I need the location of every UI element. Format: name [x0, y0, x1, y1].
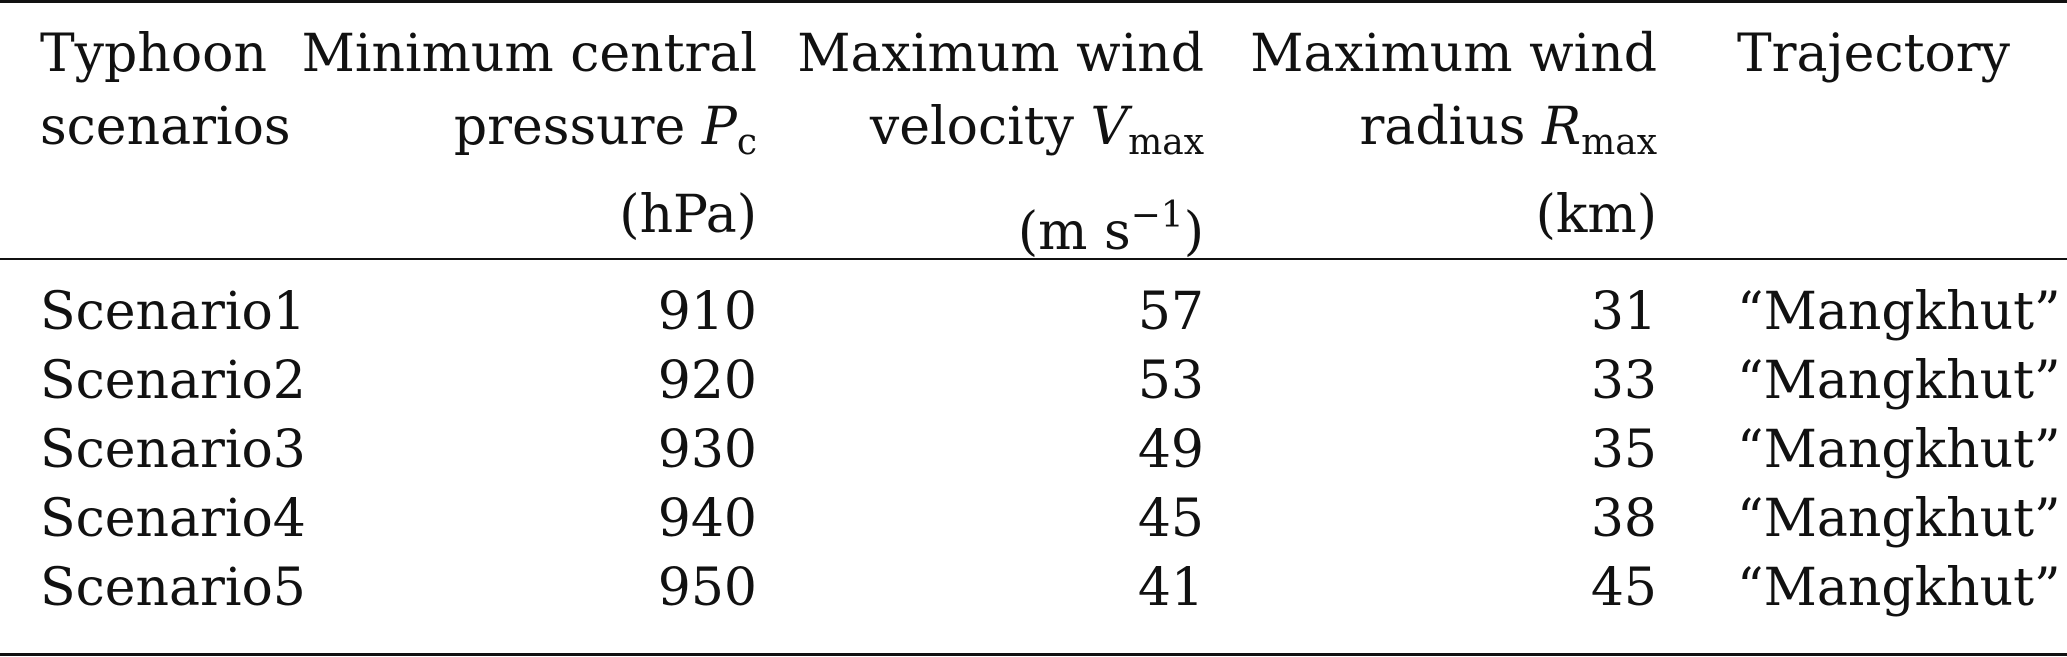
top-rule — [0, 0, 2067, 3]
header-col4-line1: Maximum wind — [1250, 24, 1657, 84]
header-col2-line2: pressure Pc — [302, 91, 757, 179]
cell-trajectory: “Mangkhut” — [1737, 420, 2061, 480]
header-col2-symbol: P — [701, 97, 737, 157]
header-col3-unit: (m s−1) — [797, 179, 1204, 269]
header-col4-line2-text: radius — [1359, 97, 1542, 157]
cell-pressure: 930 — [657, 420, 757, 480]
header-rule — [0, 258, 2067, 260]
cell-pressure: 910 — [657, 282, 757, 342]
cell-scenario: Scenario1 — [40, 282, 306, 342]
cell-radius: 31 — [1590, 282, 1657, 342]
header-min-central-pressure: Minimum central pressure Pc (hPa) — [302, 18, 757, 252]
cell-radius: 35 — [1590, 420, 1657, 480]
table-row: Scenario5 950 41 45 “Mangkhut” — [0, 554, 2067, 623]
cell-trajectory: “Mangkhut” — [1737, 489, 2061, 549]
header-col1-line2: scenarios — [40, 97, 291, 157]
cell-velocity: 53 — [1137, 351, 1204, 411]
bottom-rule — [0, 653, 2067, 656]
cell-pressure: 920 — [657, 351, 757, 411]
header-col3-line2: velocity Vmax — [797, 91, 1204, 179]
header-col4-unit: (km) — [1535, 185, 1657, 245]
cell-velocity: 45 — [1137, 489, 1204, 549]
cell-pressure: 940 — [657, 489, 757, 549]
cell-velocity: 57 — [1137, 282, 1204, 342]
header-col4-symbol: R — [1541, 97, 1582, 157]
header-typhoon-scenarios: Typhoon scenarios — [40, 18, 291, 164]
header-col2-unit: (hPa) — [619, 185, 757, 245]
cell-trajectory: “Mangkhut” — [1737, 282, 2061, 342]
cell-velocity: 41 — [1137, 558, 1204, 618]
table-row: Scenario1 910 57 31 “Mangkhut” — [0, 278, 2067, 347]
header-col3-line1: Maximum wind — [797, 24, 1204, 84]
header-col3-line2-text: velocity — [869, 97, 1091, 157]
table-body: Scenario1 910 57 31 “Mangkhut” Scenario2… — [0, 278, 2067, 623]
cell-scenario: Scenario3 — [40, 420, 306, 480]
header-col3-unit-open: (m s — [1017, 202, 1131, 262]
header-col2-line1: Minimum central — [301, 24, 757, 84]
cell-pressure: 950 — [657, 558, 757, 618]
header-col2-line2-text: pressure — [453, 97, 702, 157]
header-col3-unit-close: ) — [1183, 202, 1204, 262]
cell-scenario: Scenario5 — [40, 558, 306, 618]
table-row: Scenario2 920 53 33 “Mangkhut” — [0, 347, 2067, 416]
cell-trajectory: “Mangkhut” — [1737, 351, 2061, 411]
table-row: Scenario4 940 45 38 “Mangkhut” — [0, 485, 2067, 554]
cell-radius: 33 — [1590, 351, 1657, 411]
cell-velocity: 49 — [1137, 420, 1204, 480]
header-col2-subscript: c — [736, 122, 757, 163]
header-col3-symbol: V — [1090, 97, 1129, 157]
table-row: Scenario3 930 49 35 “Mangkhut” — [0, 416, 2067, 485]
header-max-wind-velocity: Maximum wind velocity Vmax (m s−1) — [797, 18, 1204, 269]
cell-trajectory: “Mangkhut” — [1737, 558, 2061, 618]
header-col3-subscript: max — [1128, 122, 1204, 163]
header-col1-line1: Typhoon — [40, 24, 267, 84]
header-col5-line1: Trajectory — [1737, 24, 2010, 84]
cell-radius: 38 — [1590, 489, 1657, 549]
header-trajectory: Trajectory — [1737, 18, 2010, 91]
header-max-wind-radius: Maximum wind radius Rmax (km) — [1250, 18, 1657, 252]
cell-scenario: Scenario2 — [40, 351, 306, 411]
cell-radius: 45 — [1590, 558, 1657, 618]
cell-scenario: Scenario4 — [40, 489, 306, 549]
header-col3-unit-superscript: −1 — [1130, 195, 1184, 236]
header-col4-line2: radius Rmax — [1250, 91, 1657, 179]
header-col4-subscript: max — [1581, 122, 1657, 163]
